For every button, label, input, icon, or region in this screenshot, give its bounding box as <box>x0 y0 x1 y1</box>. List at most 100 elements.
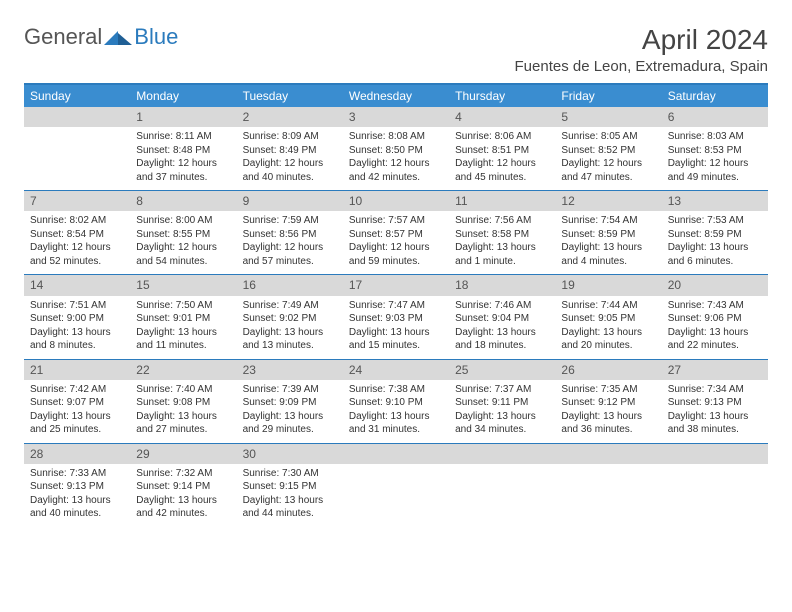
day-number: 14 <box>24 275 130 295</box>
weekday-header-row: SundayMondayTuesdayWednesdayThursdayFrid… <box>24 85 768 107</box>
day-number: 30 <box>237 444 343 464</box>
sunset-line: Sunset: 8:54 PM <box>30 228 124 242</box>
sunrise-line: Sunrise: 8:08 AM <box>349 130 443 144</box>
day-body: Sunrise: 7:35 AMSunset: 9:12 PMDaylight:… <box>555 380 661 443</box>
day-number: 1 <box>130 107 236 127</box>
day-number: 19 <box>555 275 661 295</box>
week-row: 1Sunrise: 8:11 AMSunset: 8:48 PMDaylight… <box>24 107 768 190</box>
weekday-header: Wednesday <box>343 85 449 107</box>
sunrise-line: Sunrise: 8:05 AM <box>561 130 655 144</box>
day-body: Sunrise: 7:42 AMSunset: 9:07 PMDaylight:… <box>24 380 130 443</box>
day-number: 8 <box>130 191 236 211</box>
day-cell <box>662 444 768 527</box>
day-cell: 21Sunrise: 7:42 AMSunset: 9:07 PMDayligh… <box>24 360 130 443</box>
daylight-line: Daylight: 12 hours and 59 minutes. <box>349 241 443 268</box>
sunset-line: Sunset: 9:12 PM <box>561 396 655 410</box>
sunrise-line: Sunrise: 7:49 AM <box>243 299 337 313</box>
sunset-line: Sunset: 9:03 PM <box>349 312 443 326</box>
title-block: April 2024 Fuentes de Leon, Extremadura,… <box>515 24 769 75</box>
day-cell: 26Sunrise: 7:35 AMSunset: 9:12 PMDayligh… <box>555 360 661 443</box>
daylight-line: Daylight: 13 hours and 20 minutes. <box>561 326 655 353</box>
day-cell: 19 Sunrise: 7:44 AMSunset: 9:05 PMDayligh… <box>555 275 661 358</box>
sunrise-line: Sunrise: 7:56 AM <box>455 214 549 228</box>
sunrise-line: Sunrise: 7:57 AM <box>349 214 443 228</box>
sunset-line: Sunset: 9:04 PM <box>455 312 549 326</box>
day-number: 7 <box>24 191 130 211</box>
day-body: Sunrise: 7:46 AMSunset: 9:04 PMDaylight:… <box>449 296 555 359</box>
day-cell: 18Sunrise: 7:46 AMSunset: 9:04 PMDayligh… <box>449 275 555 358</box>
sunrise-line: Sunrise: 7:35 AM <box>561 383 655 397</box>
day-cell: 16Sunrise: 7:49 AMSunset: 9:02 PMDayligh… <box>237 275 343 358</box>
day-number: 25 <box>449 360 555 380</box>
daylight-line: Daylight: 12 hours and 47 minutes. <box>561 157 655 184</box>
sunset-line: Sunset: 9:14 PM <box>136 480 230 494</box>
day-number <box>449 444 555 464</box>
day-body: Sunrise: 7:49 AMSunset: 9:02 PMDaylight:… <box>237 296 343 359</box>
sunrise-line: Sunrise: 7:40 AM <box>136 383 230 397</box>
sunset-line: Sunset: 8:57 PM <box>349 228 443 242</box>
day-cell: 10Sunrise: 7:57 AMSunset: 8:57 PMDayligh… <box>343 191 449 274</box>
sunset-line: Sunset: 8:53 PM <box>668 144 762 158</box>
sunrise-line: Sunrise: 7:44 AM <box>561 299 655 313</box>
day-cell: 28Sunrise: 7:33 AMSunset: 9:13 PMDayligh… <box>24 444 130 527</box>
sunrise-line: Sunrise: 7:39 AM <box>243 383 337 397</box>
daylight-line: Daylight: 13 hours and 25 minutes. <box>30 410 124 437</box>
day-body: Sunrise: 8:08 AMSunset: 8:50 PMDaylight:… <box>343 127 449 190</box>
day-cell: 8Sunrise: 8:00 AMSunset: 8:55 PMDaylight… <box>130 191 236 274</box>
day-number: 27 <box>662 360 768 380</box>
day-body: Sunrise: 7:34 AMSunset: 9:13 PMDaylight:… <box>662 380 768 443</box>
daylight-line: Daylight: 13 hours and 6 minutes. <box>668 241 762 268</box>
daylight-line: Daylight: 13 hours and 22 minutes. <box>668 326 762 353</box>
day-cell <box>24 107 130 190</box>
day-number: 15 <box>130 275 236 295</box>
day-cell: 30Sunrise: 7:30 AMSunset: 9:15 PMDayligh… <box>237 444 343 527</box>
daylight-line: Daylight: 13 hours and 36 minutes. <box>561 410 655 437</box>
sunset-line: Sunset: 8:49 PM <box>243 144 337 158</box>
day-body: Sunrise: 7:40 AMSunset: 9:08 PMDaylight:… <box>130 380 236 443</box>
header: General Blue April 2024 Fuentes de Leon,… <box>24 24 768 75</box>
day-cell: 11Sunrise: 7:56 AMSunset: 8:58 PMDayligh… <box>449 191 555 274</box>
sunrise-line: Sunrise: 8:11 AM <box>136 130 230 144</box>
day-body: Sunrise: 7:39 AMSunset: 9:09 PMDaylight:… <box>237 380 343 443</box>
day-number: 29 <box>130 444 236 464</box>
daylight-line: Daylight: 12 hours and 49 minutes. <box>668 157 762 184</box>
daylight-line: Daylight: 12 hours and 54 minutes. <box>136 241 230 268</box>
day-number: 3 <box>343 107 449 127</box>
sunrise-line: Sunrise: 8:06 AM <box>455 130 549 144</box>
daylight-line: Daylight: 13 hours and 1 minute. <box>455 241 549 268</box>
daylight-line: Daylight: 13 hours and 4 minutes. <box>561 241 655 268</box>
daylight-line: Daylight: 13 hours and 42 minutes. <box>136 494 230 521</box>
sunset-line: Sunset: 8:52 PM <box>561 144 655 158</box>
sunset-line: Sunset: 9:13 PM <box>30 480 124 494</box>
day-cell: 13Sunrise: 7:53 AMSunset: 8:59 PMDayligh… <box>662 191 768 274</box>
day-number: 20 <box>662 275 768 295</box>
sunrise-line: Sunrise: 7:37 AM <box>455 383 549 397</box>
sunset-line: Sunset: 9:05 PM <box>561 312 655 326</box>
day-cell: 22Sunrise: 7:40 AMSunset: 9:08 PMDayligh… <box>130 360 236 443</box>
day-body: Sunrise: 7:43 AMSunset: 9:06 PMDaylight:… <box>662 296 768 359</box>
daylight-line: Daylight: 12 hours and 45 minutes. <box>455 157 549 184</box>
weekday-header: Saturday <box>662 85 768 107</box>
day-number: 5 <box>555 107 661 127</box>
sunset-line: Sunset: 9:06 PM <box>668 312 762 326</box>
day-number: 6 <box>662 107 768 127</box>
day-body: Sunrise: 7:38 AMSunset: 9:10 PMDaylight:… <box>343 380 449 443</box>
daylight-line: Daylight: 13 hours and 40 minutes. <box>30 494 124 521</box>
sunset-line: Sunset: 8:48 PM <box>136 144 230 158</box>
day-number: 28 <box>24 444 130 464</box>
day-body: Sunrise: 7:37 AMSunset: 9:11 PMDaylight:… <box>449 380 555 443</box>
week-row: 7Sunrise: 8:02 AMSunset: 8:54 PMDaylight… <box>24 190 768 274</box>
day-number: 18 <box>449 275 555 295</box>
logo-triangle-icon <box>104 27 132 47</box>
day-number <box>343 444 449 464</box>
day-number: 23 <box>237 360 343 380</box>
sunrise-line: Sunrise: 8:02 AM <box>30 214 124 228</box>
sunset-line: Sunset: 9:10 PM <box>349 396 443 410</box>
day-number: 24 <box>343 360 449 380</box>
day-body: Sunrise: 8:11 AMSunset: 8:48 PMDaylight:… <box>130 127 236 190</box>
daylight-line: Daylight: 13 hours and 8 minutes. <box>30 326 124 353</box>
daylight-line: Daylight: 13 hours and 15 minutes. <box>349 326 443 353</box>
daylight-line: Daylight: 13 hours and 18 minutes. <box>455 326 549 353</box>
day-number <box>662 444 768 464</box>
day-body: Sunrise: 8:02 AMSunset: 8:54 PMDaylight:… <box>24 211 130 274</box>
